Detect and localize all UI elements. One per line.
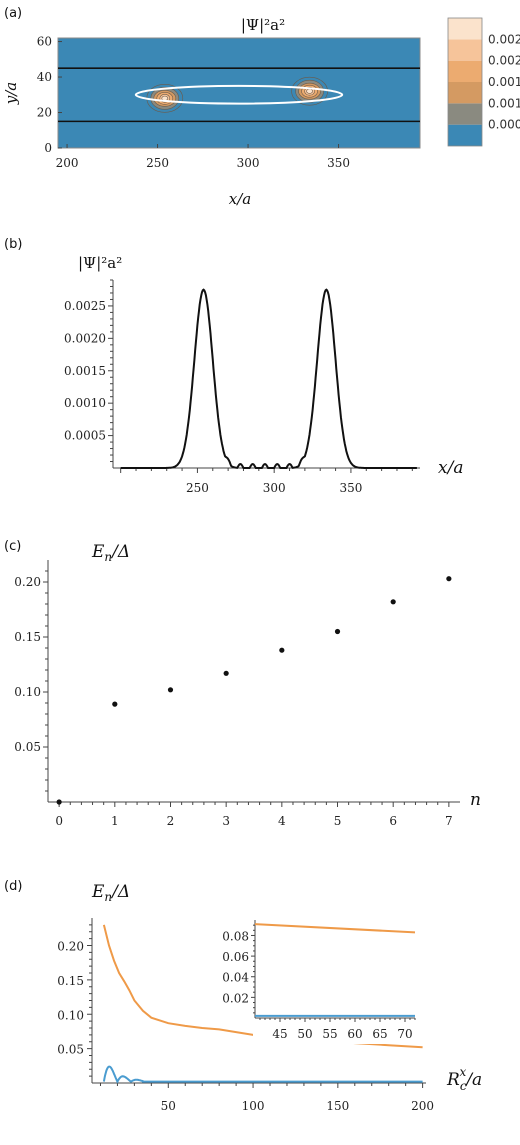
panel-a-axes: 200 250 300 350 0 20 40 60 bbox=[37, 35, 350, 170]
colorbar-label-4: 0.0025 bbox=[488, 32, 520, 46]
inset-y-tick-label-3: 0.08 bbox=[222, 929, 249, 943]
x-tick-label-250: 250 bbox=[186, 481, 209, 495]
inset-x-tick-label-45: 45 bbox=[272, 1027, 287, 1041]
panel-c-points bbox=[56, 576, 452, 805]
inset-x-tick-label-60: 60 bbox=[347, 1027, 362, 1041]
colorbar-band-1 bbox=[448, 103, 482, 125]
x-tick-label-200: 200 bbox=[411, 1099, 434, 1113]
panel-label-a: (a) bbox=[4, 6, 22, 21]
x-tick-label-300: 300 bbox=[263, 481, 286, 495]
colorbar-label-0: 0.0005 bbox=[488, 118, 520, 132]
colorbar-band-0 bbox=[448, 124, 482, 146]
x-tick-label-350: 350 bbox=[327, 156, 350, 170]
colorbar-band-2 bbox=[448, 82, 482, 104]
y-tick-label-1: 0.10 bbox=[57, 1008, 84, 1022]
x-tick-label-1: 1 bbox=[111, 814, 119, 828]
x-tick-label-300: 300 bbox=[237, 156, 260, 170]
data-point-3 bbox=[223, 670, 229, 676]
inset-y-tick-label-0: 0.02 bbox=[222, 991, 249, 1005]
panel-label-d: (d) bbox=[4, 879, 22, 894]
panel-b-xlabel: x/a bbox=[438, 458, 463, 478]
y-tick-label-2: 0.15 bbox=[14, 630, 41, 644]
x-tick-label-200: 200 bbox=[56, 156, 79, 170]
data-point-5 bbox=[334, 628, 341, 635]
colorbar-band-4 bbox=[448, 39, 482, 61]
y-tick-label-4: 0.0025 bbox=[64, 299, 106, 313]
confinement-ellipse bbox=[134, 84, 344, 105]
panel-a-ylabel: y/a bbox=[2, 82, 20, 105]
panel-c-ylabel: En/Δ bbox=[91, 542, 130, 564]
panel-d-inset: 45 50 55 60 65 70 0.02 0.04 0.06 0.08 bbox=[222, 916, 419, 1044]
x-tick-label-150: 150 bbox=[326, 1099, 349, 1113]
x-tick-label-3: 3 bbox=[222, 814, 230, 828]
y-tick-label-3: 0.20 bbox=[57, 940, 84, 954]
y-tick-label-40: 40 bbox=[37, 70, 52, 84]
colorbar-band-5 bbox=[448, 18, 482, 40]
panel-b-ylabel: |Ψ|²a² bbox=[78, 254, 122, 272]
panel-label-b: (b) bbox=[4, 237, 22, 252]
data-point-2 bbox=[167, 687, 174, 693]
colorbar-frame bbox=[447, 17, 483, 147]
panel-b-density-curve bbox=[120, 288, 417, 469]
blue-series-line bbox=[102, 1065, 423, 1084]
data-point-6 bbox=[390, 599, 396, 605]
panel-a-title: |Ψ|²a² bbox=[241, 16, 285, 34]
inset-x-tick-label-70: 70 bbox=[397, 1027, 412, 1041]
x-tick-label-5: 5 bbox=[334, 814, 342, 828]
panel-d: En/Δ 50 100 150 200 0.05 0.10 0.15 0.20 45 50 55 6… bbox=[57, 882, 482, 1113]
panel-d-axes: 50 100 150 200 0.05 0.10 0.15 0.20 bbox=[57, 918, 434, 1113]
inset-series-line-0 bbox=[254, 923, 416, 934]
panel-a-xlabel: x/a bbox=[229, 190, 251, 208]
x-tick-label-350: 350 bbox=[339, 481, 362, 495]
y-tick-label-0: 0.0005 bbox=[64, 429, 106, 443]
panel-b: |Ψ|²a² 250 300 350 0.0005 0.0010 0.0015 0.0020… bbox=[64, 254, 463, 495]
x-tick-label-250: 250 bbox=[146, 156, 169, 170]
x-tick-label-100: 100 bbox=[242, 1099, 265, 1113]
panel-label-c: (c) bbox=[4, 539, 21, 554]
colorbar-label-3: 0.0020 bbox=[488, 54, 520, 68]
x-tick-label-6: 6 bbox=[389, 814, 397, 828]
x-tick-label-7: 7 bbox=[445, 814, 453, 828]
panel-d-xlabel: Rcx/a bbox=[446, 1065, 482, 1093]
y-tick-label-0: 0.05 bbox=[57, 1043, 84, 1057]
inset-y-tick-label-1: 0.04 bbox=[222, 971, 249, 985]
y-tick-label-2: 0.0015 bbox=[64, 364, 106, 378]
y-tick-label-0: 0 bbox=[44, 141, 52, 155]
y-tick-label-20: 20 bbox=[37, 106, 52, 120]
inset-x-tick-label-55: 55 bbox=[322, 1027, 337, 1041]
data-point-7 bbox=[446, 576, 452, 582]
panel-c-xlabel: n bbox=[470, 790, 481, 810]
x-tick-label-4: 4 bbox=[278, 814, 286, 828]
colorbar: 0.0005 0.0010 0.0015 0.0020 0.0025 bbox=[447, 17, 520, 147]
y-tick-label-3: 0.20 bbox=[14, 575, 41, 589]
y-tick-label-2: 0.15 bbox=[57, 974, 84, 988]
peak-1-contour-5 bbox=[306, 88, 313, 94]
inset-y-tick-label-2: 0.06 bbox=[222, 950, 249, 964]
x-tick-label-0: 0 bbox=[55, 814, 63, 828]
panel-a: |Ψ|²a² 200 250 300 350 0 20 40 60 x/a y/a 0.000… bbox=[2, 16, 520, 208]
data-point-1 bbox=[112, 701, 118, 707]
inset-background bbox=[253, 916, 419, 1044]
data-point-0 bbox=[56, 799, 62, 805]
inset-x-tick-label-50: 50 bbox=[297, 1027, 312, 1041]
x-tick-label-2: 2 bbox=[167, 814, 175, 828]
y-tick-label-1: 0.10 bbox=[14, 685, 41, 699]
panel-c-axes: 0 1 2 3 4 5 6 7 0.05 0.10 0.15 0.20 bbox=[14, 560, 460, 828]
colorbar-label-1: 0.0010 bbox=[488, 96, 520, 110]
data-point-4 bbox=[279, 647, 285, 653]
y-tick-label-60: 60 bbox=[37, 35, 52, 49]
y-tick-label-1: 0.0010 bbox=[64, 396, 106, 410]
panel-b-axes: 250 300 350 0.0005 0.0010 0.0015 0.0020 0.0025 bbox=[64, 279, 420, 495]
heatmap-marks bbox=[58, 67, 420, 123]
y-tick-label-0: 0.05 bbox=[14, 740, 41, 754]
colorbar-label-2: 0.0015 bbox=[488, 75, 520, 89]
panel-d-ylabel: En/Δ bbox=[91, 882, 130, 904]
panel-c: En/Δ 0 1 2 3 4 5 6 7 0.05 0.10 0.15 0.20 n bbox=[14, 542, 481, 828]
colorbar-band-3 bbox=[448, 60, 482, 82]
inset-x-tick-label-65: 65 bbox=[372, 1027, 387, 1041]
y-tick-label-3: 0.0020 bbox=[64, 331, 106, 345]
x-tick-label-50: 50 bbox=[161, 1099, 176, 1113]
heatmap-background bbox=[57, 37, 421, 149]
